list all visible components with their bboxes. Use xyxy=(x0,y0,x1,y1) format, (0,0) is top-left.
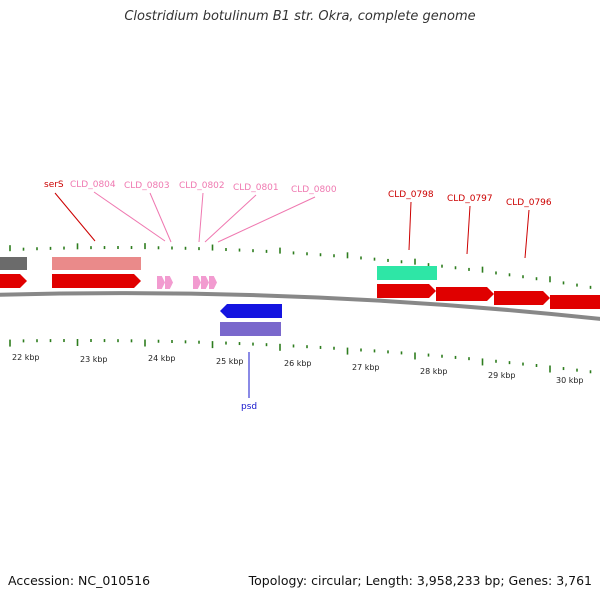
lower-tick-track xyxy=(9,339,592,374)
gene-feature[interactable] xyxy=(52,257,141,270)
gene-label-cld_0796[interactable]: CLD_0796 xyxy=(506,198,552,208)
gene-label-cld_0802[interactable]: CLD_0802 xyxy=(179,181,225,191)
gene-feature[interactable] xyxy=(165,276,173,289)
leader-line xyxy=(93,191,166,242)
gene-feature[interactable] xyxy=(220,322,281,336)
kbp-tick-label: 26 kbp xyxy=(284,359,312,368)
kbp-tick-label: 28 kbp xyxy=(420,367,448,376)
gene-feature[interactable] xyxy=(377,284,436,298)
genome-summary-text: Topology: circular; Length: 3,958,233 bp… xyxy=(248,573,592,588)
kbp-tick-label: 25 kbp xyxy=(216,357,244,366)
gene-label-cld_0797[interactable]: CLD_0797 xyxy=(447,194,493,204)
upper-tick-track xyxy=(9,243,592,289)
gene-label-sers[interactable]: serS xyxy=(44,180,64,190)
gene-label-cld_0804[interactable]: CLD_0804 xyxy=(70,180,116,190)
leader-line xyxy=(466,205,471,255)
leader-line xyxy=(54,192,96,242)
kbp-tick-label: 24 kbp xyxy=(148,354,176,363)
gene-feature[interactable] xyxy=(220,304,282,318)
kbp-tick-label: 30 kbp xyxy=(556,376,584,385)
gene-label-psd[interactable]: psd xyxy=(241,402,257,412)
gene-feature[interactable] xyxy=(550,295,600,309)
gene-labels: serS CLD_0804 CLD_0803 CLD_0802 CLD_0801 CLD_… xyxy=(44,180,552,412)
leader-line xyxy=(198,192,204,243)
kbp-tick-label: 23 kbp xyxy=(80,355,108,364)
leader-line xyxy=(149,192,172,243)
gene-features xyxy=(0,257,600,336)
gene-label-cld_0803[interactable]: CLD_0803 xyxy=(124,181,170,191)
gene-feature[interactable] xyxy=(0,257,27,270)
gene-feature[interactable] xyxy=(157,276,165,289)
gene-feature[interactable] xyxy=(209,276,217,289)
leader-line xyxy=(524,209,530,259)
kbp-tick-label: 29 kbp xyxy=(488,371,516,380)
genome-title: Clostridium botulinum B1 str. Okra, comp… xyxy=(124,9,476,24)
leader-line xyxy=(204,194,257,243)
leader-line xyxy=(408,201,412,251)
gene-label-cld_0800[interactable]: CLD_0800 xyxy=(291,185,337,195)
kbp-scale: 22 kbp 23 kbp 24 kbp 25 kbp 26 kbp 27 kbp 28 k… xyxy=(12,353,584,385)
label-leaders xyxy=(54,191,530,398)
gene-feature[interactable] xyxy=(201,276,209,289)
gene-feature[interactable] xyxy=(52,274,141,288)
kbp-tick-label: 27 kbp xyxy=(352,363,380,372)
gene-feature[interactable] xyxy=(377,266,437,280)
gene-label-cld_0801[interactable]: CLD_0801 xyxy=(233,183,279,193)
leader-line xyxy=(217,196,316,243)
genome-backbone xyxy=(0,291,600,321)
gene-feature[interactable] xyxy=(193,276,201,289)
gene-feature[interactable] xyxy=(436,287,494,301)
gene-label-cld_0798[interactable]: CLD_0798 xyxy=(388,190,434,200)
kbp-tick-label: 22 kbp xyxy=(12,353,40,362)
gene-feature[interactable] xyxy=(494,291,550,305)
gene-feature[interactable] xyxy=(0,274,27,288)
accession-text: Accession: NC_010516 xyxy=(8,573,151,588)
